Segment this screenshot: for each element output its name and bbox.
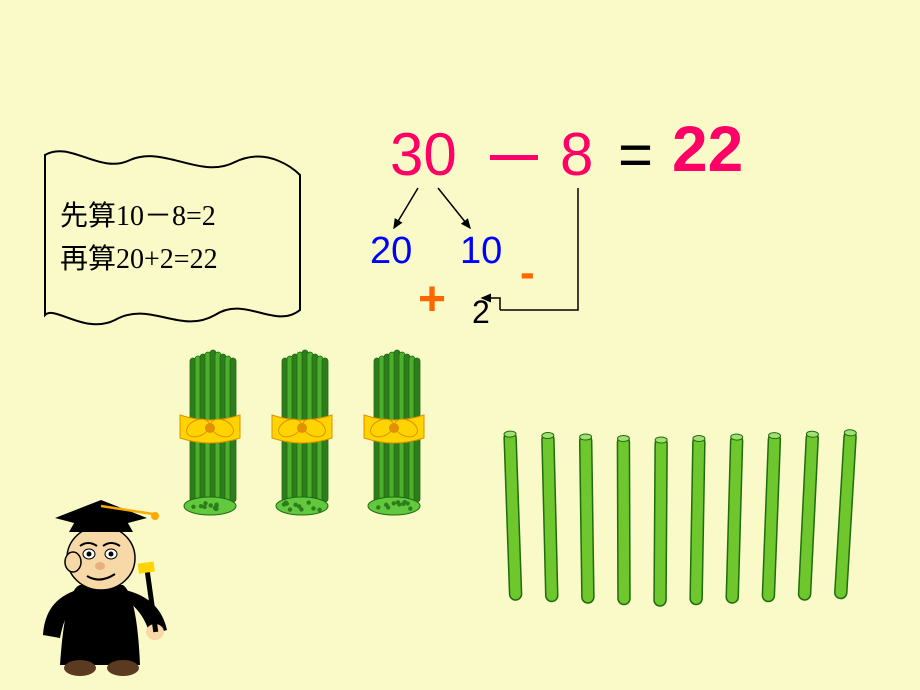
stick-bundle bbox=[364, 350, 424, 515]
loose-stick bbox=[798, 432, 818, 600]
loose-stick bbox=[762, 433, 780, 601]
loose-stick bbox=[542, 433, 558, 601]
loose-stick bbox=[504, 432, 522, 600]
loose-stick bbox=[654, 438, 667, 606]
loose-stick bbox=[834, 430, 856, 598]
loose-stick bbox=[726, 435, 743, 603]
loose-stick bbox=[580, 435, 594, 603]
stick-bundle bbox=[272, 350, 332, 515]
loose-stick bbox=[690, 436, 705, 604]
loose-stick bbox=[617, 436, 630, 604]
scholar-icon bbox=[25, 470, 205, 680]
